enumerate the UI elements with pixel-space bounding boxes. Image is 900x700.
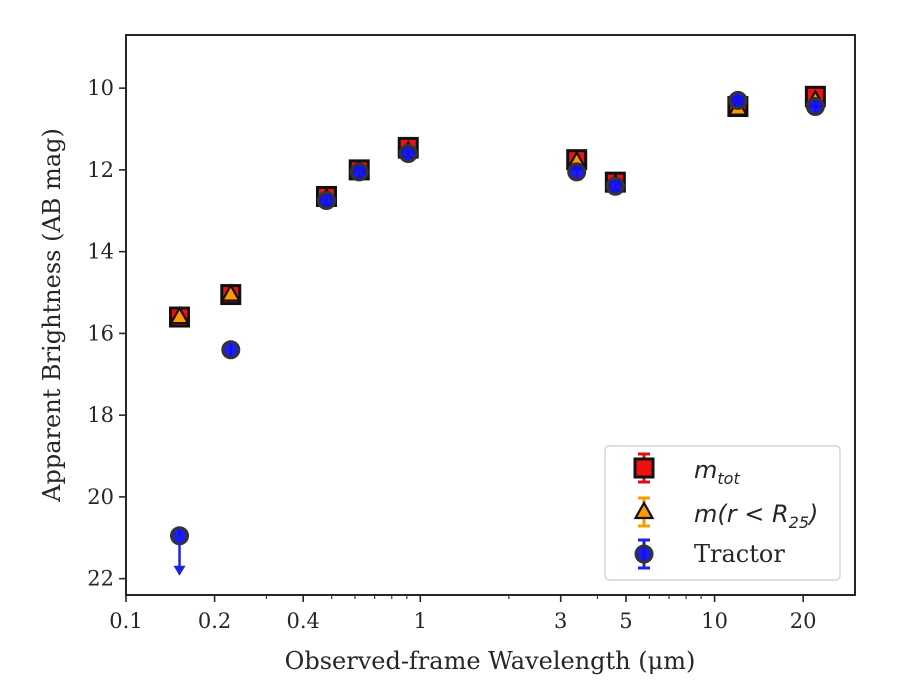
data-point-m-r25 [169,305,190,325]
y-tick-label: 10 [87,76,114,100]
x-tick-label: 5 [619,609,632,633]
legend: mtot m(r < R25) Tractor [604,445,841,581]
data-point-tractor [805,97,825,117]
y-tick-label: 14 [87,240,114,264]
data-point-tractor [349,162,369,182]
y-tick-label: 18 [87,403,114,427]
upper-limit-arrowhead [173,565,186,576]
plot-frame [125,34,856,596]
legend-markers [633,452,655,570]
legend-marker-circle [634,544,654,564]
legend-box [604,445,841,581]
x-tick-label: 1 [414,609,427,633]
x-tick-label: 0.2 [198,609,231,633]
data-point-tractor [728,90,748,110]
x-tick-label: 3 [554,609,567,633]
y-axis-label: Apparent Brightness (AB mag) [38,128,66,503]
data-marks [169,85,826,576]
x-tick-label: 20 [790,609,817,633]
y-tick-label: 22 [87,567,114,591]
data-point-tractor [605,176,625,196]
legend-entry-m-r25: m(r < R25) [694,500,818,532]
data-point-tractor [316,191,336,211]
x-axis-label: Observed-frame Wavelength (μm) [285,647,696,675]
legend-entry-mtot: mtot [694,456,740,488]
legend-entry-tractor: Tractor [694,540,785,568]
x-tick-label: 0.1 [109,609,142,633]
data-point-tractor [567,162,587,182]
x-tick-label: 0.4 [286,609,319,633]
x-tick-label: 10 [701,609,728,633]
legend-marker-triangle [633,500,655,520]
legend-marker-square [633,457,655,479]
x-axis-ticks: 0.1 0.2 0.4 1 3 5 10 20 [109,595,817,633]
y-tick-label: 16 [87,321,114,345]
data-point-tractor [221,340,241,360]
y-tick-label: 12 [87,158,114,182]
y-tick-label: 20 [87,485,114,509]
data-point-tractor [398,144,418,164]
data-point-m-r25 [220,283,242,302]
y-axis-ticks: 10 12 14 16 18 20 22 [87,76,126,591]
